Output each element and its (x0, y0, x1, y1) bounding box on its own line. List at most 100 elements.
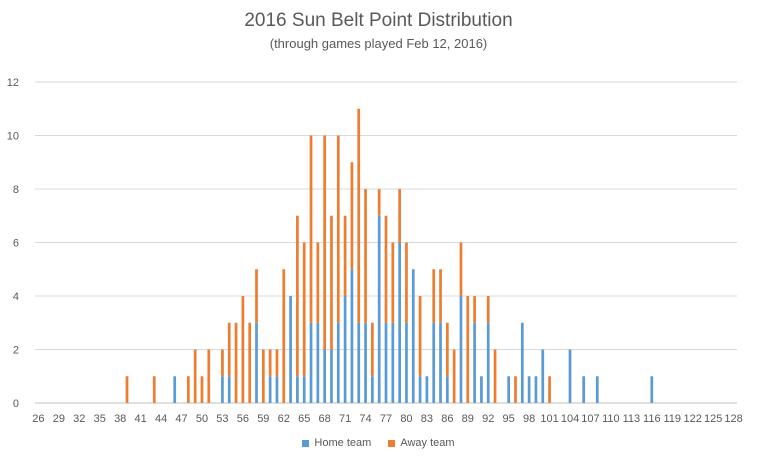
x-tick-label: 68 (319, 413, 331, 425)
legend-item-home: Home team (302, 437, 371, 449)
bar-home-team (344, 296, 347, 403)
y-tick-label: 8 (13, 184, 19, 196)
bar-home-team (357, 323, 360, 403)
bar-away-team (357, 109, 360, 323)
bar-home-team (487, 323, 490, 403)
bar-away-team (487, 296, 490, 323)
y-tick-label: 0 (13, 398, 19, 410)
bar-away-team (201, 376, 204, 403)
bar-home-team (296, 376, 299, 403)
x-tick-label: 65 (298, 413, 310, 425)
bar-away-team (153, 376, 156, 403)
x-tick-label: 107 (581, 413, 599, 425)
bar-away-team (473, 296, 476, 323)
x-tick-label: 113 (623, 413, 641, 425)
bar-away-team (398, 189, 401, 243)
bar-home-team (221, 376, 224, 403)
bar-away-team (207, 350, 210, 404)
bar-away-team (323, 136, 326, 350)
bar-home-team (303, 376, 306, 403)
x-tick-label: 26 (32, 413, 44, 425)
bar-home-team (432, 323, 435, 403)
bar-away-team (303, 243, 306, 377)
bar-away-team (296, 216, 299, 377)
y-tick-label: 12 (7, 77, 19, 89)
x-tick-label: 83 (421, 413, 433, 425)
bar-home-team (330, 350, 333, 404)
legend-label-home: Home team (314, 437, 371, 449)
x-tick-label: 95 (503, 413, 515, 425)
bar-away-team (494, 350, 497, 404)
bar-home-team (460, 296, 463, 403)
bar-home-team (528, 376, 531, 403)
x-tick-label: 32 (73, 413, 85, 425)
x-tick-label: 110 (602, 413, 620, 425)
bar-home-team (419, 376, 422, 403)
bar-home-team (371, 376, 374, 403)
bar-away-team (378, 189, 381, 216)
bar-home-team (351, 269, 354, 403)
bar-away-team (371, 323, 374, 377)
y-tick-label: 4 (13, 291, 19, 303)
bar-away-team (228, 323, 231, 377)
bar-away-team (242, 296, 245, 403)
bar-away-team (248, 323, 251, 403)
x-tick-label: 62 (278, 413, 290, 425)
legend-item-away: Away team (388, 437, 454, 449)
bar-home-team (316, 323, 319, 403)
bar-home-team (289, 296, 292, 403)
bar-home-team (269, 376, 272, 403)
bar-away-team (221, 350, 224, 377)
x-tick-label: 98 (523, 413, 535, 425)
legend-label-away: Away team (400, 437, 454, 449)
bar-home-team (507, 376, 510, 403)
x-tick-label: 38 (114, 413, 126, 425)
y-tick-label: 6 (13, 238, 19, 250)
bar-away-team (310, 136, 313, 323)
bar-home-team (426, 376, 429, 403)
bar-home-team (412, 269, 415, 403)
bar-home-team (337, 323, 340, 403)
bar-away-team (344, 216, 347, 296)
bar-away-team (235, 323, 238, 403)
bar-home-team (276, 376, 279, 403)
legend-swatch-home (302, 440, 309, 447)
bar-home-team (480, 376, 483, 403)
x-tick-label: 74 (359, 413, 371, 425)
bar-home-team (405, 323, 408, 403)
bar-home-team (596, 376, 599, 403)
x-tick-label: 80 (400, 413, 412, 425)
x-tick-label: 59 (257, 413, 269, 425)
bar-away-team (262, 350, 265, 404)
bar-away-team (269, 350, 272, 377)
bar-away-team (194, 350, 197, 404)
bar-away-team (255, 269, 258, 323)
bar-away-team (548, 376, 551, 403)
bar-away-team (187, 376, 190, 403)
bar-away-team (337, 136, 340, 323)
bar-away-team (330, 216, 333, 350)
y-tick-label: 10 (7, 131, 19, 143)
x-tick-label: 35 (94, 413, 106, 425)
bar-home-team (439, 323, 442, 403)
x-tick-label: 89 (462, 413, 474, 425)
x-tick-label: 50 (196, 413, 208, 425)
bar-away-team (391, 243, 394, 323)
x-tick-label: 41 (135, 413, 147, 425)
bar-away-team (385, 216, 388, 323)
bar-away-team (364, 189, 367, 323)
x-tick-label: 125 (704, 413, 722, 425)
bar-home-team (473, 323, 476, 403)
bar-away-team (432, 269, 435, 323)
bar-home-team (521, 323, 524, 403)
bar-away-team (446, 323, 449, 377)
x-tick-label: 86 (441, 413, 453, 425)
bar-home-team (323, 350, 326, 404)
y-tick-label: 2 (13, 345, 19, 357)
bar-away-team (466, 296, 469, 403)
bar-home-team (582, 376, 585, 403)
bar-home-team (569, 350, 572, 404)
bar-away-team (126, 376, 129, 403)
